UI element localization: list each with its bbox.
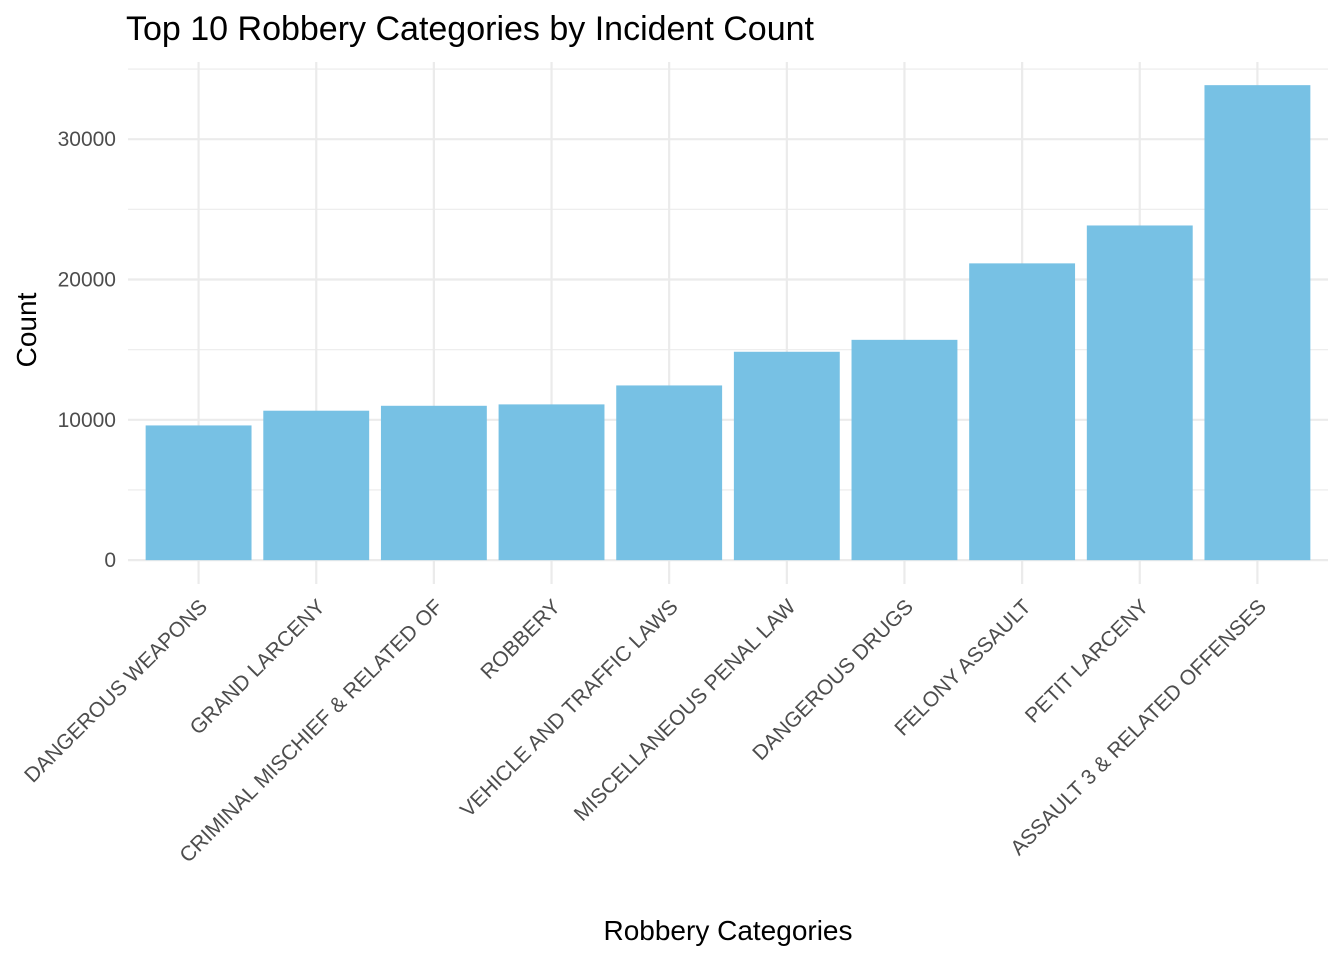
x-tick-label: VEHICLE AND TRAFFIC LAWS [456, 595, 683, 822]
y-tick-label: 20000 [58, 269, 116, 292]
bar [263, 410, 370, 561]
x-tick-label: ASSAULT 3 & RELATED OFFENSES [1006, 595, 1271, 860]
x-axis-title: Robbery Categories [603, 915, 852, 946]
y-axis-ticks: 0 10000 20000 30000 [58, 128, 116, 572]
x-tick-label: PETIT LARCENY [1021, 595, 1153, 727]
chart-title: Top 10 Robbery Categories by Incident Co… [126, 10, 815, 48]
bar [1204, 85, 1311, 561]
bar [380, 405, 487, 561]
y-tick-label: 10000 [58, 409, 116, 432]
bar [1086, 225, 1193, 561]
bar [616, 385, 723, 561]
y-axis-title: Count [11, 292, 42, 367]
bar [498, 404, 605, 561]
bar [969, 263, 1076, 561]
bar [733, 351, 840, 561]
bar [851, 339, 958, 561]
bar [145, 425, 252, 561]
x-tick-label: DANGEROUS WEAPONS [20, 595, 212, 787]
bars [145, 85, 1311, 561]
y-tick-label: 0 [104, 549, 116, 572]
x-tick-label: ROBBERY [476, 595, 565, 684]
x-tick-label: CRIMINAL MISCHIEF & RELATED OF [175, 595, 447, 867]
x-tick-label: MISCELLANEOUS PENAL LAW [570, 595, 801, 826]
y-tick-label: 30000 [58, 128, 116, 151]
